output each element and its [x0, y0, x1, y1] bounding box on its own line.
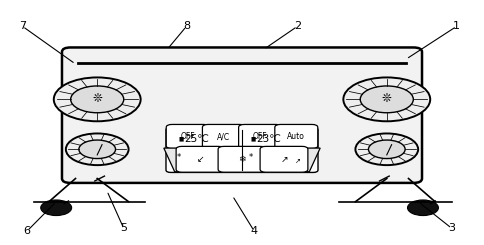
Circle shape	[71, 86, 124, 113]
Circle shape	[54, 77, 141, 121]
Text: 1: 1	[453, 21, 460, 31]
Circle shape	[368, 140, 405, 159]
FancyBboxPatch shape	[176, 146, 224, 172]
Text: ↙: ↙	[197, 155, 204, 164]
FancyBboxPatch shape	[275, 124, 318, 148]
Text: *: *	[249, 153, 253, 162]
Text: ■: ■	[178, 136, 183, 141]
Text: 5: 5	[120, 223, 127, 233]
Text: 25℃: 25℃	[184, 134, 209, 144]
FancyBboxPatch shape	[166, 127, 245, 172]
Text: A/C: A/C	[217, 132, 230, 141]
Circle shape	[360, 86, 413, 113]
Text: OFF: OFF	[181, 132, 195, 141]
FancyBboxPatch shape	[166, 124, 209, 148]
Circle shape	[355, 134, 418, 165]
Text: ↗: ↗	[280, 155, 287, 164]
Circle shape	[408, 200, 439, 216]
FancyBboxPatch shape	[239, 127, 318, 172]
Text: ❊: ❊	[92, 92, 102, 105]
Circle shape	[79, 140, 116, 159]
Text: 8: 8	[183, 21, 190, 31]
Text: ❊: ❊	[382, 92, 392, 105]
FancyBboxPatch shape	[62, 48, 422, 183]
Text: 7: 7	[19, 21, 26, 31]
Text: 2: 2	[294, 21, 301, 31]
FancyBboxPatch shape	[218, 146, 266, 172]
Text: OFF: OFF	[253, 132, 268, 141]
Text: ❄: ❄	[238, 155, 246, 164]
FancyBboxPatch shape	[239, 124, 282, 148]
Text: 23℃: 23℃	[257, 134, 282, 144]
Text: 3: 3	[449, 223, 455, 233]
Circle shape	[41, 200, 72, 216]
Circle shape	[343, 77, 430, 121]
Text: *: *	[177, 153, 181, 162]
Text: 4: 4	[251, 226, 257, 236]
Polygon shape	[164, 148, 320, 172]
FancyBboxPatch shape	[260, 146, 308, 172]
Text: Auto: Auto	[287, 132, 305, 141]
Text: 6: 6	[24, 226, 31, 236]
Text: ↗: ↗	[295, 158, 301, 164]
Circle shape	[66, 134, 129, 165]
FancyBboxPatch shape	[202, 124, 245, 148]
Text: ■: ■	[250, 136, 256, 141]
